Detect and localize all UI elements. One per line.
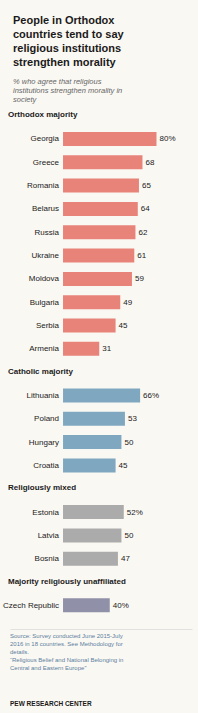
svg-text:50: 50	[124, 531, 133, 540]
svg-text:Orthodox majority: Orthodox majority	[8, 110, 78, 119]
svg-text:Romania: Romania	[27, 181, 60, 190]
svg-text:Georgia: Georgia	[31, 134, 60, 143]
svg-text:Lithuania: Lithuania	[27, 391, 60, 400]
svg-text:Greece: Greece	[33, 158, 60, 167]
svg-text:62: 62	[138, 228, 147, 237]
svg-text:Belarus: Belarus	[32, 204, 59, 213]
svg-text:details.: details.	[10, 649, 29, 655]
svg-text:Ukraine: Ukraine	[31, 251, 59, 260]
svg-text:40%: 40%	[113, 601, 129, 610]
svg-text:52%: 52%	[127, 508, 143, 517]
svg-text:Hungary: Hungary	[29, 438, 59, 447]
svg-text:65: 65	[142, 181, 151, 190]
svg-text:Estonia: Estonia	[32, 508, 59, 517]
svg-text:Moldova: Moldova	[29, 274, 60, 283]
svg-text:PEW RESEARCH CENTER: PEW RESEARCH CENTER	[10, 700, 92, 707]
svg-text:“Religious Belief and National: “Religious Belief and National Belonging…	[10, 657, 123, 663]
svg-text:Armenia: Armenia	[29, 344, 59, 353]
svg-text:49: 49	[123, 298, 132, 307]
svg-text:2016 in 18 countries. See Meth: 2016 in 18 countries. See Methodology fo…	[10, 641, 123, 647]
svg-text:Source: Survey conducted June: Source: Survey conducted June 2015-July	[10, 633, 123, 639]
svg-text:countries tend to say: countries tend to say	[13, 28, 125, 40]
svg-text:68: 68	[145, 158, 154, 167]
svg-text:80%: 80%	[159, 134, 175, 143]
svg-text:Catholic majority: Catholic majority	[8, 367, 73, 376]
svg-text:Central and Eastern Europe”: Central and Eastern Europe”	[10, 665, 86, 671]
svg-text:45: 45	[119, 461, 128, 470]
svg-text:47: 47	[121, 554, 130, 563]
svg-text:64: 64	[141, 204, 150, 213]
svg-text:religious institutions: religious institutions	[13, 42, 121, 54]
svg-text:66%: 66%	[143, 391, 159, 400]
svg-text:% who agree that religious: % who agree that religious	[13, 77, 102, 86]
svg-text:50: 50	[124, 438, 133, 447]
svg-text:61: 61	[137, 251, 146, 260]
svg-text:Bosnia: Bosnia	[35, 554, 60, 563]
svg-text:society: society	[13, 95, 38, 104]
svg-text:Poland: Poland	[34, 414, 59, 423]
svg-text:Majority religiously unaffilia: Majority religiously unaffiliated	[8, 577, 126, 586]
svg-text:strengthen morality: strengthen morality	[13, 56, 117, 68]
svg-text:31: 31	[102, 344, 111, 353]
svg-text:45: 45	[119, 321, 128, 330]
svg-text:Bulgaria: Bulgaria	[30, 298, 60, 307]
svg-text:Croatia: Croatia	[33, 461, 59, 470]
svg-text:59: 59	[135, 274, 144, 283]
svg-text:People in Orthodox: People in Orthodox	[13, 14, 115, 26]
svg-text:Czech Republic: Czech Republic	[3, 601, 59, 610]
svg-text:53: 53	[128, 414, 137, 423]
svg-text:Russia: Russia	[35, 228, 60, 237]
svg-text:institutions strengthen morali: institutions strengthen morality in	[13, 86, 122, 95]
svg-text:Religiously mixed: Religiously mixed	[8, 483, 76, 492]
svg-text:Latvia: Latvia	[38, 531, 60, 540]
svg-text:Serbia: Serbia	[36, 321, 60, 330]
